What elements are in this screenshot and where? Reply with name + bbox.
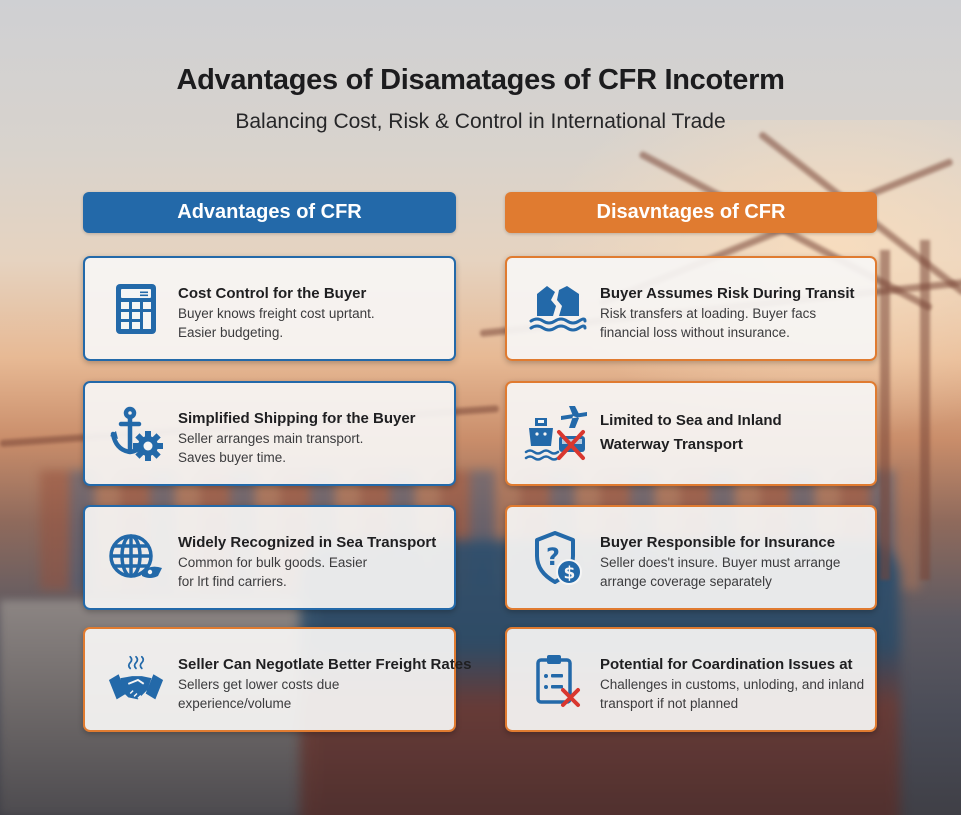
page-subtitle: Balancing Cost, Risk & Control in Intern… xyxy=(235,110,726,133)
card-title: Buyer Assumes Risk During Transit xyxy=(600,285,855,302)
clipboard-x-icon xyxy=(529,651,587,709)
card-description: Sellers get lower costs due experience/v… xyxy=(178,677,340,711)
anchor-gear-icon xyxy=(107,405,165,463)
advantage-card-cost-control: Cost Control for the Buyer Buyer knows f… xyxy=(83,256,456,361)
ship-plane-no-truck-icon xyxy=(523,401,589,467)
handshake-icon xyxy=(107,651,165,709)
card-title: Seller Can Negotlate Better Freight Rate… xyxy=(178,656,472,673)
page-title: Advantages of Disamatages of CFR Incoter… xyxy=(176,64,785,96)
disadvantage-card-transit-risk: Buyer Assumes Risk During Transit Risk t… xyxy=(505,256,877,361)
crane-leg xyxy=(920,240,930,580)
disadvantage-card-limited-transport: Limited to Sea and Inland Waterway Trans… xyxy=(505,381,877,486)
svg-text:$: $ xyxy=(564,564,576,584)
card-description: Common for bulk goods. Easier for lrt fi… xyxy=(178,555,368,589)
broken-box-water-icon xyxy=(529,280,587,338)
disadvantage-card-coordination: Potential for Coardination Issues at Cha… xyxy=(505,627,877,732)
advantage-card-widely-recognized: Widely Recognized in Sea Transport Commo… xyxy=(83,505,456,610)
card-title: Widely Recognized in Sea Transport xyxy=(178,534,437,551)
advantages-header: Advantages of CFR xyxy=(83,192,456,233)
disadvantage-card-insurance: ? $ Buyer Responsible for Insurance Sell… xyxy=(505,505,877,610)
globe-ship-icon xyxy=(107,529,165,587)
advantage-card-simplified-shipping: Simplified Shipping for the Buyer Seller… xyxy=(83,381,456,486)
card-title: Buyer Responsible for Insurance xyxy=(600,534,836,551)
card-title: Simplified Shipping for the Buyer xyxy=(178,410,416,427)
card-title: Potential for Coardination Issues at xyxy=(600,656,853,673)
card-title: Cost Control for the Buyer xyxy=(178,285,367,302)
card-description: Buyer knows freight cost uprtant. Easier… xyxy=(178,306,375,340)
card-description: Seller arranges main transport. Saves bu… xyxy=(178,431,364,465)
disadvantages-header: Disavntages of CFR xyxy=(505,192,877,233)
calculator-icon xyxy=(107,280,165,338)
card-description: Challenges in customs, unloding, and inl… xyxy=(600,677,865,711)
shield-question-dollar-icon: ? $ xyxy=(529,529,587,587)
card-title: Limited to Sea and Inland Waterway Trans… xyxy=(600,412,782,453)
crane-leg xyxy=(880,250,890,580)
card-description: Seller does't insure. Buyer must arrange… xyxy=(600,555,841,589)
card-description: Risk transfers at loading. Buyer facs fi… xyxy=(600,306,817,340)
svg-text:?: ? xyxy=(546,543,560,571)
advantage-card-negotiate-rates: Seller Can Negotlate Better Freight Rate… xyxy=(83,627,471,732)
